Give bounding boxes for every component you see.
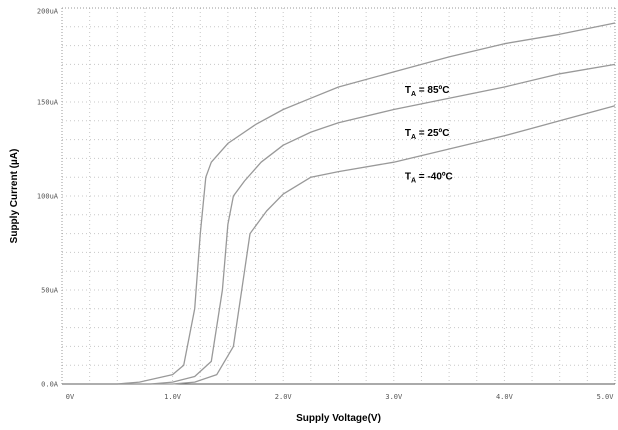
- y-tick-label: 50uA: [41, 287, 59, 295]
- x-tick-label: 5.0V: [597, 393, 615, 401]
- x-tick-label: 4.0V: [496, 393, 514, 401]
- tick-labels: 0V 1.0V 2.0V 3.0V 4.0V 5.0V 0.0A 50uA 100uA 150uA…: [37, 8, 614, 402]
- y-axis-title: Supply Current (µA): [9, 149, 20, 244]
- y-tick-label: 200uA: [37, 8, 59, 16]
- curve-label-3: TA = -40ºC: [405, 171, 453, 184]
- curve-labels: TA = 85ºC TA = 25ºC TA = -40ºC: [405, 85, 453, 184]
- y-tick-label: 150uA: [37, 99, 59, 107]
- series-line-1: [62, 22, 616, 385]
- grid: [62, 8, 615, 384]
- x-axis-title: Supply Voltage(V): [296, 413, 381, 424]
- series-group: [62, 22, 616, 385]
- x-tick-label: 2.0V: [275, 393, 293, 401]
- curve-label-2: TA = 25ºC: [405, 128, 450, 141]
- x-tick-label: 1.0V: [164, 393, 182, 401]
- y-tick-label: 100uA: [37, 193, 59, 201]
- x-tick-label: 3.0V: [385, 393, 403, 401]
- series-line-2: [62, 63, 616, 385]
- x-tick-label: 0V: [66, 393, 75, 401]
- series-line-3: [62, 105, 616, 385]
- y-tick-label: 0.0A: [41, 381, 59, 389]
- curve-label-1: TA = 85ºC: [405, 85, 450, 98]
